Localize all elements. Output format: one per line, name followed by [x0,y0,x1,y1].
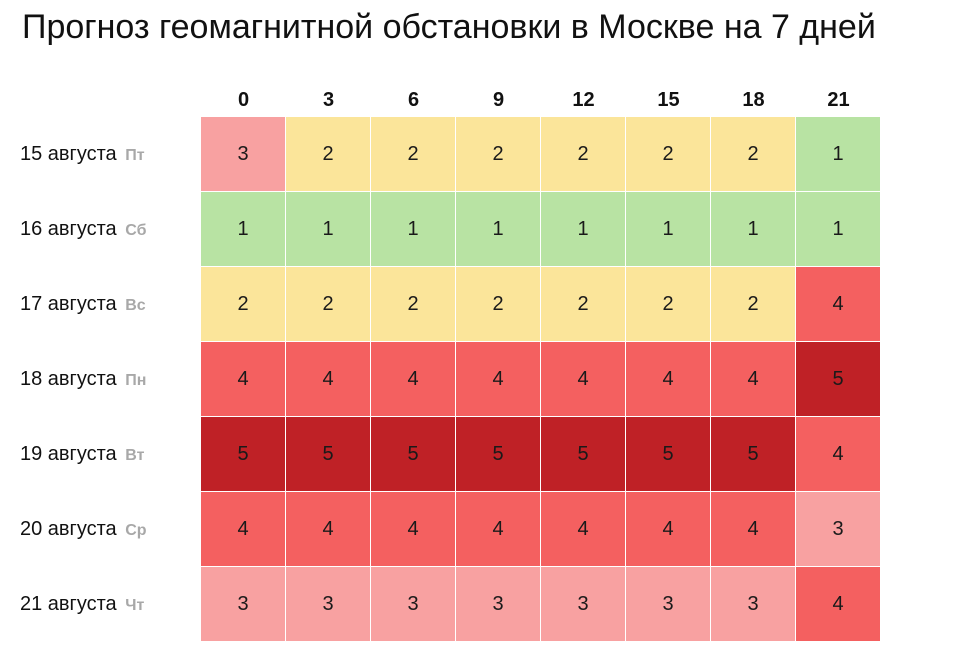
heatmap-cell: 3 [286,567,370,641]
row-weekday: Пт [125,147,145,164]
heatmap-cell: 3 [796,492,880,566]
heatmap-cell: 5 [711,417,795,491]
heatmap-cell: 5 [201,417,285,491]
heatmap-cell: 1 [541,192,625,266]
row-label: 20 августа Ср [20,492,147,567]
heatmap-cell: 1 [626,192,710,266]
heatmap-cell: 2 [201,267,285,341]
heatmap-cell: 2 [626,117,710,191]
heatmap-cell: 2 [711,267,795,341]
heatmap-cell: 2 [541,117,625,191]
column-header-6: 6 [407,89,420,111]
heatmap-cell: 4 [711,492,795,566]
row-weekday: Вс [125,297,146,314]
row-date: 17 августа [20,293,117,315]
heatmap-cell: 1 [796,117,880,191]
heatmap-cell: 3 [456,567,540,641]
heatmap-cell: 3 [201,117,285,191]
heatmap-cell: 2 [541,267,625,341]
row-weekday: Вт [125,447,145,464]
column-header-18: 18 [742,89,765,111]
heatmap-cell: 1 [201,192,285,266]
heatmap-cell: 4 [371,492,455,566]
heatmap-cell: 4 [371,342,455,416]
row-label: 17 августа Вс [20,267,146,342]
heatmap-cell: 1 [456,192,540,266]
heatmap-cell: 5 [626,417,710,491]
heatmap-cell: 2 [371,117,455,191]
row-date: 19 августа [20,443,117,465]
heatmap-cell: 2 [626,267,710,341]
heatmap-cell: 2 [286,117,370,191]
heatmap-cell: 5 [456,417,540,491]
heatmap-cell: 2 [286,267,370,341]
row-weekday: Пн [125,372,147,389]
heatmap-cell: 3 [201,567,285,641]
row-label: 15 августа Пт [20,117,145,192]
heatmap-cell: 4 [796,267,880,341]
heatmap-cell: 3 [626,567,710,641]
heatmap-cell: 4 [286,492,370,566]
heatmap-cell: 4 [201,492,285,566]
row-date: 20 августа [20,518,117,540]
row-label: 16 августа Сб [20,192,146,267]
heatmap-cell: 4 [286,342,370,416]
row-date: 16 августа [20,218,117,240]
heatmap-cell: 2 [711,117,795,191]
heatmap-cell: 4 [626,342,710,416]
heatmap-cell: 3 [371,567,455,641]
row-label: 21 августа Чт [20,567,144,642]
heatmap-cell: 4 [456,342,540,416]
heatmap-cell: 5 [541,417,625,491]
heatmap-cell: 4 [626,492,710,566]
heatmap-cell: 5 [796,342,880,416]
heatmap-cell: 4 [541,342,625,416]
heatmap-cell: 4 [201,342,285,416]
heatmap-cell: 1 [711,192,795,266]
row-label: 18 августа Пн [20,342,146,417]
heatmap-cell: 1 [371,192,455,266]
heatmap-cell: 1 [286,192,370,266]
heatmap-cell: 2 [456,267,540,341]
column-header-3: 3 [322,89,335,111]
heatmap-cell: 5 [286,417,370,491]
row-weekday: Ср [125,522,147,539]
heatmap-cell: 5 [371,417,455,491]
row-weekday: Сб [125,222,147,239]
heatmap-cell: 3 [711,567,795,641]
row-label: 19 августа Вт [20,417,144,492]
row-date: 21 августа [20,593,117,615]
heatmap-cell: 4 [711,342,795,416]
heatmap-cell: 2 [371,267,455,341]
heatmap-cell: 4 [796,417,880,491]
heatmap-cell: 4 [796,567,880,641]
row-date: 18 августа [20,368,117,390]
heatmap-cell: 4 [541,492,625,566]
column-header-9: 9 [492,89,505,111]
column-header-21: 21 [827,89,850,111]
column-header-15: 15 [657,89,680,111]
heatmap-cell: 3 [541,567,625,641]
column-header-12: 12 [572,89,595,111]
row-weekday: Чт [125,597,145,614]
heatmap-cell: 4 [456,492,540,566]
page-title: Прогноз геомагнитной обстановки в Москве… [22,8,876,46]
heatmap-cell: 2 [456,117,540,191]
heatmap-cell: 1 [796,192,880,266]
column-header-0: 0 [237,89,250,111]
row-date: 15 августа [20,143,117,165]
